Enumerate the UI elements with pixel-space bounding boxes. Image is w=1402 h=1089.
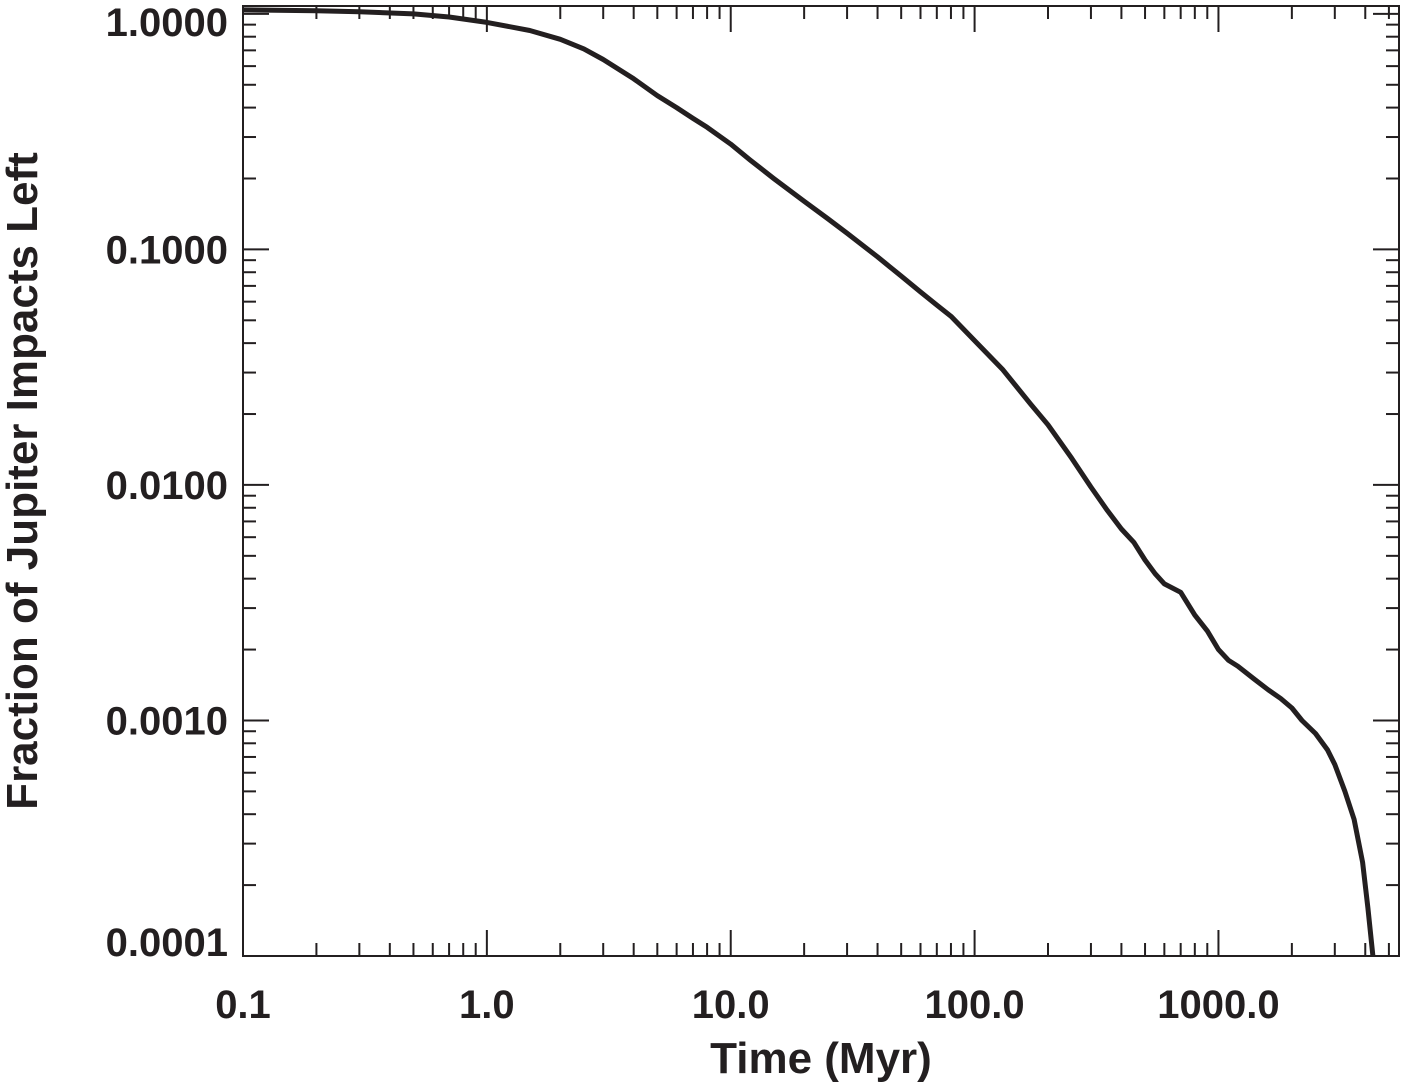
x-tick-label: 1.0 [459,983,515,1027]
series-layer [242,7,1376,957]
y-tick-label: 0.0100 [106,464,228,508]
y-tick-label: 1.0000 [106,1,228,45]
axis-ticks [242,6,1399,957]
series-line [242,7,1376,957]
x-tick-label: 1000.0 [1157,983,1279,1027]
x-tick-label: 100.0 [925,983,1025,1027]
tick-labels: 0.1 1.0 10.0 100.0 1000.0 1.0000 0.1000 0.0100 0… [106,1,1280,1027]
x-tick-label: 0.1 [215,983,271,1027]
plot-frame [242,5,1400,957]
y-axis-title: Fraction of Jupiter Impacts Left [0,152,47,810]
x-tick-label: 10.0 [692,983,770,1027]
y-tick-label: 0.1000 [106,228,228,272]
y-tick-label: 0.0001 [106,921,228,965]
x-axis-title: Time (Myr) [710,1034,932,1083]
y-tick-label: 0.0010 [106,699,228,743]
